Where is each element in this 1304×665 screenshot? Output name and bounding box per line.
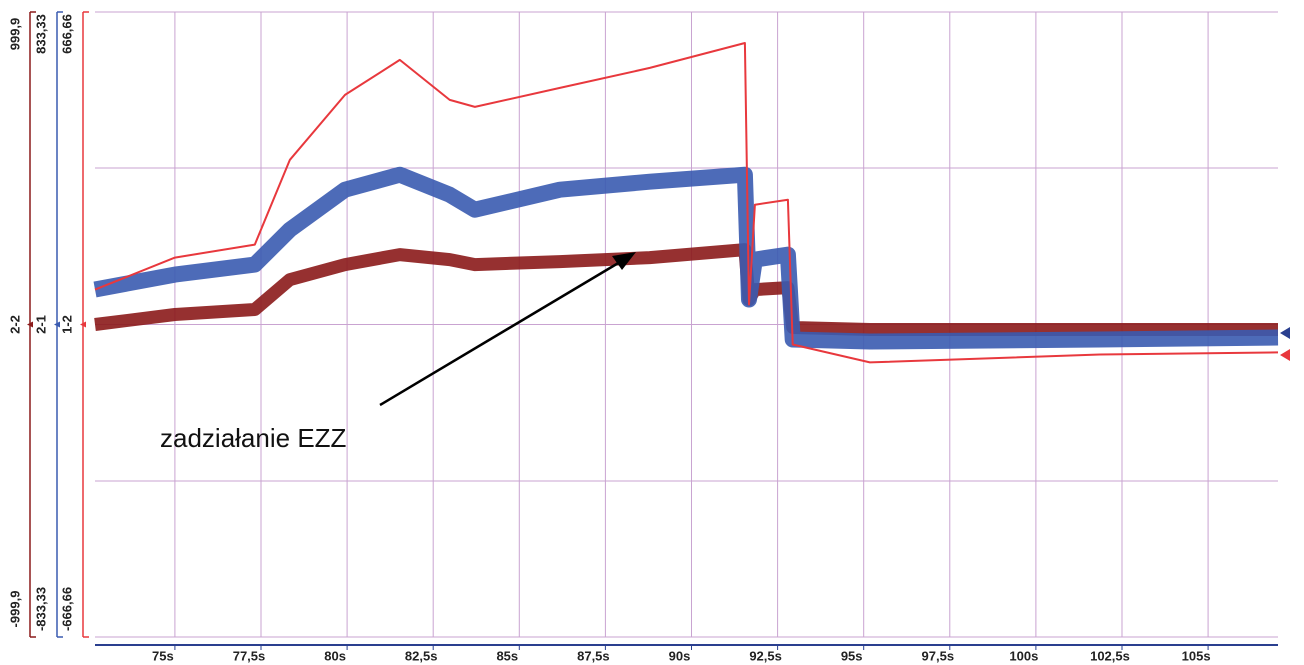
marker [1280,349,1290,361]
y-tick-label: 833,33 [33,14,48,54]
x-tick-label: 75s [152,648,174,663]
series-line [93,166,1279,350]
x-tick-label: 77,5s [233,648,266,663]
zero-marker [80,321,86,328]
plot [93,12,1279,637]
x-tick-label: 92,5s [749,648,782,663]
marker [1280,327,1290,339]
zero-marker [27,321,33,328]
zero-marker [54,321,60,328]
x-tick-label: 97,5s [922,648,955,663]
x-tick-label: 95s [841,648,863,663]
x-tick-label: 80s [324,648,346,663]
legend-label: 1-2 [59,315,74,334]
legend-label: 2-1 [33,315,48,334]
x-tick-label: 87,5s [577,648,610,663]
series-line [94,243,1278,336]
h-grid [95,11,1278,638]
x-tick-label: 105s [1182,648,1211,663]
x-tick-label: 90s [669,648,691,663]
series-line [94,42,1279,364]
y-tick-label: 999,9 [7,18,22,51]
arrow [379,260,621,407]
x-tick-label: 85s [496,648,518,663]
annotation: zadziałanie EZZ [160,423,347,453]
arrow-head [612,252,636,270]
x-tick-label: 102,5s [1090,648,1130,663]
y-tick-label: 666,66 [59,14,74,54]
y-tick-label: -999,9 [7,591,22,628]
x-tick-label: 100s [1009,648,1038,663]
y-tick-label: -833,33 [33,587,48,631]
legend-label: 2-2 [7,315,22,334]
y-tick-label: -666,66 [59,587,74,631]
x-tick-label: 82,5s [405,648,438,663]
